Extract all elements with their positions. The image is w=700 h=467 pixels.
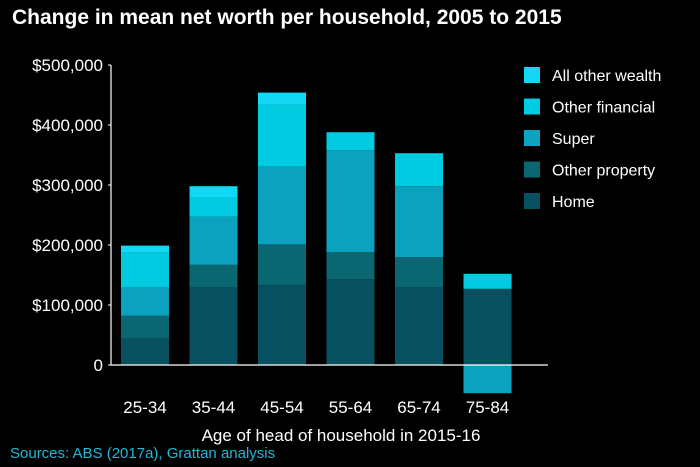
bar-segment [121,315,169,338]
bar-segment [189,216,238,265]
bar-segment [463,288,512,365]
bar-segment [326,279,375,365]
bar-segment [189,287,238,365]
source-note: Sources: ABS (2017a), Grattan analysis [10,445,276,462]
y-tick-label: $100,000 [32,296,103,315]
bar-segment [463,365,512,394]
legend-label: All other wealth [552,68,661,85]
legend-label: Other financial [552,100,655,117]
x-tick-label: 65-74 [397,398,440,417]
bar-segment [121,252,169,287]
legend-swatch [524,98,540,115]
y-tick-label: $200,000 [32,236,103,255]
bar-segment [258,166,306,245]
bar-segment [326,150,375,253]
bar-segment [326,252,375,280]
bar-segment [121,338,169,365]
bar-segment [258,285,306,365]
x-tick-label: 35-44 [192,398,235,417]
y-tick-label: 0 [94,356,103,375]
y-tick-label: $400,000 [32,116,103,135]
bar-segment [258,92,306,105]
legend-swatch [524,193,540,209]
legend-swatch [524,67,540,83]
legend-label: Other property [552,163,655,180]
bar-segment [258,244,306,286]
legend-swatch [524,161,540,178]
bar-segment [121,287,169,316]
bar-segment [395,287,443,365]
x-tick-label: 45-54 [260,398,303,417]
bar-segment [463,273,512,289]
x-axis-title: Age of head of household in 2015-16 [202,426,481,445]
bar-segment [258,104,306,167]
chart-title: Change in mean net worth per household, … [12,6,562,29]
bar-segment [395,186,443,257]
bar-segment [395,257,443,287]
legend-swatch [524,130,540,146]
legend-label: Super [552,131,595,148]
y-tick-label: $300,000 [32,176,103,195]
bar-segment [395,153,443,187]
bar-segment [189,197,238,217]
bar-segment [189,264,238,287]
y-tick-label: $500,000 [32,56,103,75]
bar-segment [121,245,169,253]
bar-segment [189,186,238,197]
x-tick-label: 25-34 [123,398,166,417]
x-tick-label: 55-64 [329,398,372,417]
bar-segment [326,132,375,151]
legend-label: Home [552,194,595,211]
x-tick-label: 75-84 [466,398,509,417]
